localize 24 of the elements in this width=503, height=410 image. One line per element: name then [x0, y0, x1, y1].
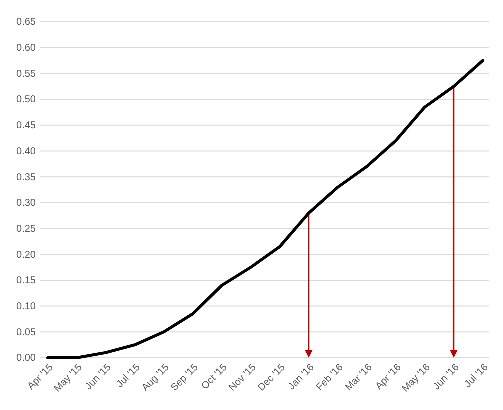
x-tick-label: Jul '16 — [462, 362, 492, 390]
y-tick-label: 0.30 — [16, 198, 36, 210]
x-tick-label: Jun '15 — [83, 362, 114, 393]
y-tick-label: 0.55 — [16, 68, 36, 80]
y-tick-label: 0.50 — [16, 94, 36, 106]
x-tick-label: Jan '16 — [286, 362, 318, 393]
y-tick-label: 0.00 — [16, 353, 36, 364]
y-tick-label: 0.60 — [16, 43, 36, 54]
y-tick-label: 0.15 — [16, 276, 36, 287]
x-tick-label: Mar '16 — [344, 362, 376, 394]
y-tick-label: 0.35 — [16, 172, 36, 184]
y-tick-label: 0.25 — [16, 224, 36, 235]
x-tick-label: Jun '16 — [431, 362, 462, 393]
y-tick-label: 0.05 — [16, 327, 36, 338]
x-tick-label: Feb '16 — [314, 362, 346, 394]
y-tick-label: 0.45 — [16, 120, 36, 132]
x-tick-label: May '16 — [400, 362, 434, 395]
x-tick-label: May '15 — [52, 362, 86, 395]
y-tick-label: 0.10 — [16, 302, 36, 313]
y-tick-label: 0.40 — [16, 146, 36, 158]
line-series — [46, 59, 484, 360]
x-tick-label: Dec '15 — [256, 362, 288, 394]
y-tick-label: 0.20 — [16, 250, 36, 261]
y-tick-label: 0.65 — [16, 17, 36, 28]
